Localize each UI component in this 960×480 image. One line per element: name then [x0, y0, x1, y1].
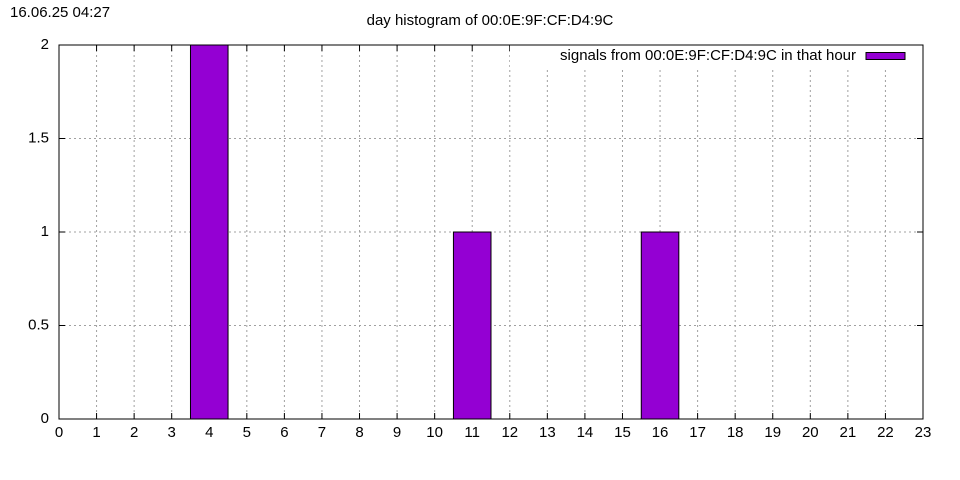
x-tick-label: 23 [915, 424, 932, 441]
x-tick-label: 9 [393, 424, 401, 441]
x-tick-label: 16 [652, 424, 669, 441]
legend-label: signals from 00:0E:9F:CF:D4:9C in that h… [560, 47, 856, 64]
plot-frame [58, 44, 924, 420]
y-tick-label: 1 [41, 223, 49, 240]
legend-swatch [865, 52, 906, 60]
x-tick-label: 2 [130, 424, 138, 441]
bar [452, 231, 492, 420]
y-tick-label: 1.5 [28, 129, 49, 146]
x-tick-label: 12 [501, 424, 518, 441]
bar [189, 44, 229, 420]
x-tick-label: 18 [727, 424, 744, 441]
x-tick-label: 21 [840, 424, 857, 441]
x-tick-label: 19 [764, 424, 781, 441]
x-tick-label: 1 [92, 424, 100, 441]
x-tick-label: 7 [318, 424, 326, 441]
x-tick-label: 4 [205, 424, 213, 441]
x-tick-label: 15 [614, 424, 631, 441]
x-tick-label: 6 [280, 424, 288, 441]
x-tick-label: 11 [464, 424, 480, 441]
x-tick-label: 14 [577, 424, 594, 441]
x-tick-label: 13 [539, 424, 556, 441]
bar [640, 231, 680, 420]
legend-box [510, 45, 910, 67]
x-tick-label: 0 [55, 424, 63, 441]
x-tick-label: 17 [689, 424, 706, 441]
x-tick-label: 8 [355, 424, 363, 441]
x-tick-label: 22 [877, 424, 894, 441]
x-tick-label: 3 [168, 424, 176, 441]
timestamp: 16.06.25 04:27 [10, 4, 110, 21]
x-tick-label: 20 [802, 424, 819, 441]
y-tick-label: 0 [41, 410, 49, 427]
x-tick-label: 5 [243, 424, 251, 441]
y-tick-label: 0.5 [28, 316, 49, 333]
y-tick-label: 2 [41, 36, 49, 53]
x-tick-label: 10 [426, 424, 443, 441]
chart-title: day histogram of 00:0E:9F:CF:D4:9C [367, 12, 614, 29]
